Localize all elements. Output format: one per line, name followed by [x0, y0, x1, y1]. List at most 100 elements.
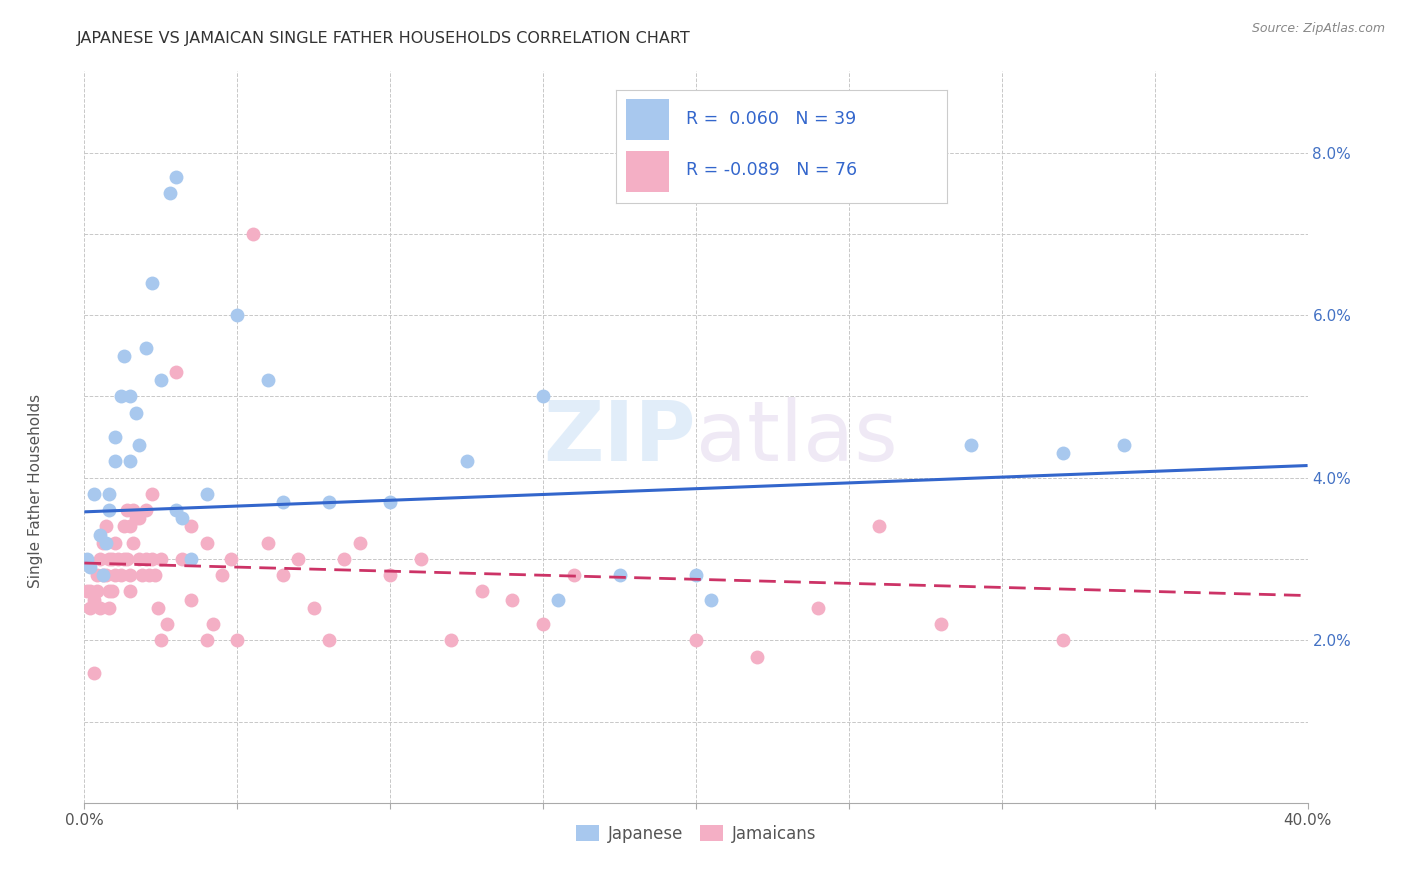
- Point: [180, 519, 202, 533]
- Point: [165, 169, 187, 184]
- Point: [107, 552, 129, 566]
- Text: Single Father Households: Single Father Households: [28, 393, 42, 588]
- Point: [219, 552, 242, 566]
- Point: [146, 600, 169, 615]
- Point: [97, 503, 120, 517]
- Point: [172, 552, 194, 566]
- Point: [318, 633, 340, 648]
- Point: [120, 584, 142, 599]
- Point: [201, 617, 224, 632]
- Point: [149, 633, 172, 648]
- Point: [120, 454, 142, 468]
- Point: [89, 552, 111, 566]
- Point: [94, 535, 117, 549]
- Point: [141, 276, 163, 290]
- Point: [135, 503, 157, 517]
- Point: [83, 665, 105, 680]
- Point: [112, 519, 135, 533]
- Point: [125, 511, 148, 525]
- Point: [112, 349, 135, 363]
- Point: [94, 519, 117, 533]
- Point: [211, 568, 233, 582]
- Point: [79, 600, 101, 615]
- Text: Source: ZipAtlas.com: Source: ZipAtlas.com: [1251, 22, 1385, 36]
- Point: [271, 568, 294, 582]
- Point: [195, 487, 218, 501]
- Point: [547, 592, 569, 607]
- Point: [195, 535, 218, 549]
- Point: [195, 633, 218, 648]
- Point: [502, 592, 524, 607]
- Point: [101, 552, 124, 566]
- Point: [86, 568, 108, 582]
- Point: [128, 511, 150, 525]
- Point: [180, 592, 202, 607]
- Point: [104, 535, 127, 549]
- Point: [138, 568, 160, 582]
- Point: [128, 438, 150, 452]
- Point: [128, 552, 150, 566]
- Point: [271, 495, 294, 509]
- Text: JAPANESE VS JAMAICAN SINGLE FATHER HOUSEHOLDS CORRELATION CHART: JAPANESE VS JAMAICAN SINGLE FATHER HOUSE…: [77, 31, 692, 46]
- Point: [226, 633, 249, 648]
- Point: [91, 568, 114, 582]
- Point: [104, 568, 127, 582]
- Point: [120, 519, 142, 533]
- Point: [609, 568, 631, 582]
- Point: [110, 389, 132, 403]
- Point: [159, 186, 181, 201]
- Point: [122, 535, 145, 549]
- Point: [456, 454, 478, 468]
- Point: [83, 592, 105, 607]
- Point: [115, 503, 138, 517]
- Point: [97, 552, 120, 566]
- Point: [135, 552, 157, 566]
- Point: [125, 406, 148, 420]
- Text: ZIP: ZIP: [544, 397, 696, 477]
- Text: atlas: atlas: [696, 397, 897, 477]
- Point: [172, 511, 194, 525]
- Point: [91, 568, 114, 582]
- Point: [135, 341, 157, 355]
- Point: [869, 519, 891, 533]
- Point: [120, 568, 142, 582]
- Point: [131, 568, 153, 582]
- Point: [89, 527, 111, 541]
- Point: [960, 438, 983, 452]
- Point: [122, 503, 145, 517]
- Point: [104, 430, 127, 444]
- Point: [287, 552, 309, 566]
- Point: [333, 552, 356, 566]
- Point: [141, 552, 163, 566]
- Point: [380, 495, 402, 509]
- Point: [141, 487, 163, 501]
- Point: [165, 503, 187, 517]
- Point: [1052, 633, 1074, 648]
- Point: [257, 535, 280, 549]
- Point: [242, 227, 264, 241]
- Point: [409, 552, 432, 566]
- Point: [531, 389, 554, 403]
- Point: [97, 487, 120, 501]
- Point: [94, 568, 117, 582]
- Point: [531, 617, 554, 632]
- Point: [76, 584, 98, 599]
- Point: [929, 617, 952, 632]
- Legend: Japanese, Jamaicans: Japanese, Jamaicans: [569, 818, 823, 849]
- Point: [143, 568, 166, 582]
- Point: [747, 649, 769, 664]
- Point: [110, 568, 132, 582]
- Point: [76, 552, 98, 566]
- Point: [440, 633, 463, 648]
- Point: [180, 552, 202, 566]
- Point: [86, 584, 108, 599]
- Point: [89, 600, 111, 615]
- Point: [685, 568, 707, 582]
- Point: [115, 552, 138, 566]
- Point: [1114, 438, 1136, 452]
- Point: [91, 535, 114, 549]
- Point: [471, 584, 494, 599]
- Point: [226, 308, 249, 322]
- Point: [79, 560, 101, 574]
- Point: [685, 633, 707, 648]
